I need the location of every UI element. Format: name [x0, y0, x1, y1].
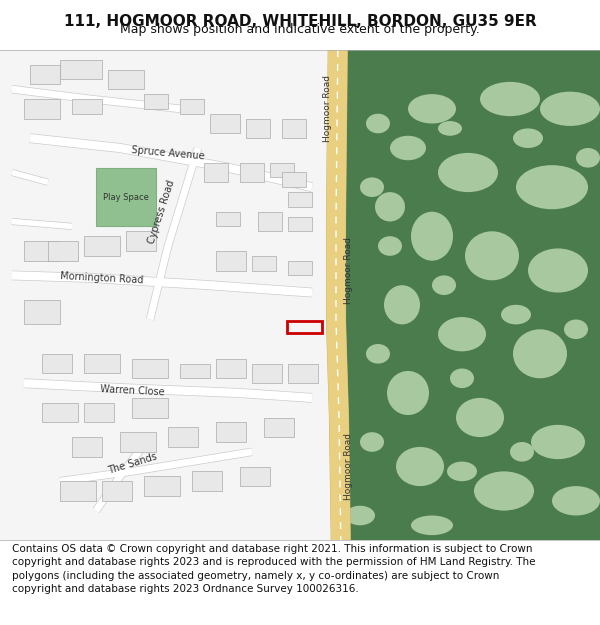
Bar [192, 471, 222, 491]
Bar [108, 69, 144, 89]
Bar [216, 359, 246, 378]
Bar [48, 241, 78, 261]
Ellipse shape [501, 305, 531, 324]
Polygon shape [0, 442, 84, 540]
Bar [24, 99, 60, 119]
Bar [287, 321, 322, 333]
Text: 111, HOGMOOR ROAD, WHITEHILL, BORDON, GU35 9ER: 111, HOGMOOR ROAD, WHITEHILL, BORDON, GU… [64, 14, 536, 29]
Bar [282, 173, 306, 188]
Bar [252, 364, 282, 383]
Text: The Sands: The Sands [106, 452, 158, 476]
Bar [24, 241, 60, 261]
Ellipse shape [447, 462, 477, 481]
Ellipse shape [513, 329, 567, 378]
Bar [282, 119, 306, 138]
Ellipse shape [360, 177, 384, 197]
Bar [288, 192, 312, 207]
Ellipse shape [456, 398, 504, 437]
Text: Play Space: Play Space [103, 192, 149, 201]
Ellipse shape [378, 236, 402, 256]
Bar [288, 261, 312, 276]
Ellipse shape [366, 344, 390, 364]
Ellipse shape [552, 486, 600, 516]
Ellipse shape [438, 153, 498, 192]
Bar [132, 359, 168, 378]
Bar [264, 418, 294, 437]
Bar [84, 402, 114, 422]
Ellipse shape [375, 192, 405, 221]
Bar [84, 354, 120, 373]
Bar [288, 217, 312, 231]
Bar [210, 114, 240, 133]
Text: Map shows position and indicative extent of the property.: Map shows position and indicative extent… [120, 23, 480, 36]
Ellipse shape [450, 369, 474, 388]
Ellipse shape [474, 471, 534, 511]
Bar [144, 94, 168, 109]
Bar [120, 432, 156, 452]
Bar [216, 422, 246, 442]
Bar [180, 99, 204, 114]
Bar [42, 402, 78, 422]
Ellipse shape [564, 319, 588, 339]
Ellipse shape [384, 285, 420, 324]
Ellipse shape [387, 371, 429, 415]
Bar [42, 354, 72, 373]
Bar [72, 99, 102, 114]
Bar [30, 65, 60, 84]
Bar [341, 50, 600, 540]
Text: Contains OS data © Crown copyright and database right 2021. This information is : Contains OS data © Crown copyright and d… [12, 544, 536, 594]
Ellipse shape [438, 121, 462, 136]
Text: Hogmoor Road: Hogmoor Road [344, 433, 353, 500]
Ellipse shape [360, 432, 384, 452]
Ellipse shape [465, 231, 519, 280]
Bar [72, 437, 102, 457]
Text: Mornington Road: Mornington Road [60, 271, 144, 285]
Bar [252, 256, 276, 271]
Ellipse shape [345, 506, 375, 525]
Text: Hogmoor Road: Hogmoor Road [323, 75, 331, 142]
Ellipse shape [411, 212, 453, 261]
Ellipse shape [528, 249, 588, 292]
Bar [60, 60, 102, 79]
Bar [126, 231, 156, 251]
Ellipse shape [396, 447, 444, 486]
Bar [168, 428, 198, 447]
Ellipse shape [513, 128, 543, 148]
Text: Cypress Road: Cypress Road [147, 179, 177, 245]
Ellipse shape [576, 148, 600, 168]
Ellipse shape [510, 442, 534, 462]
Ellipse shape [366, 114, 390, 133]
Bar [240, 466, 270, 486]
Ellipse shape [540, 92, 600, 126]
Text: Spruce Avenue: Spruce Avenue [131, 145, 205, 161]
Ellipse shape [390, 136, 426, 160]
Ellipse shape [531, 425, 585, 459]
Ellipse shape [516, 165, 588, 209]
Bar [84, 236, 120, 256]
Bar [0, 50, 341, 540]
Bar [180, 364, 210, 378]
Ellipse shape [411, 516, 453, 535]
Text: Warren Close: Warren Close [100, 384, 164, 398]
Bar [144, 476, 180, 496]
Bar [246, 119, 270, 138]
Bar [258, 212, 282, 231]
Ellipse shape [438, 317, 486, 351]
Polygon shape [96, 168, 156, 226]
Bar [132, 398, 168, 418]
Bar [204, 162, 228, 182]
Bar [216, 251, 246, 271]
Text: Hogmoor Road: Hogmoor Road [344, 237, 353, 304]
Bar [240, 162, 264, 182]
Ellipse shape [432, 276, 456, 295]
Bar [60, 481, 96, 501]
Bar [216, 212, 240, 226]
Bar [102, 481, 132, 501]
Bar [24, 300, 60, 324]
Bar [288, 364, 318, 383]
Ellipse shape [408, 94, 456, 124]
Ellipse shape [480, 82, 540, 116]
Bar [270, 162, 294, 177]
